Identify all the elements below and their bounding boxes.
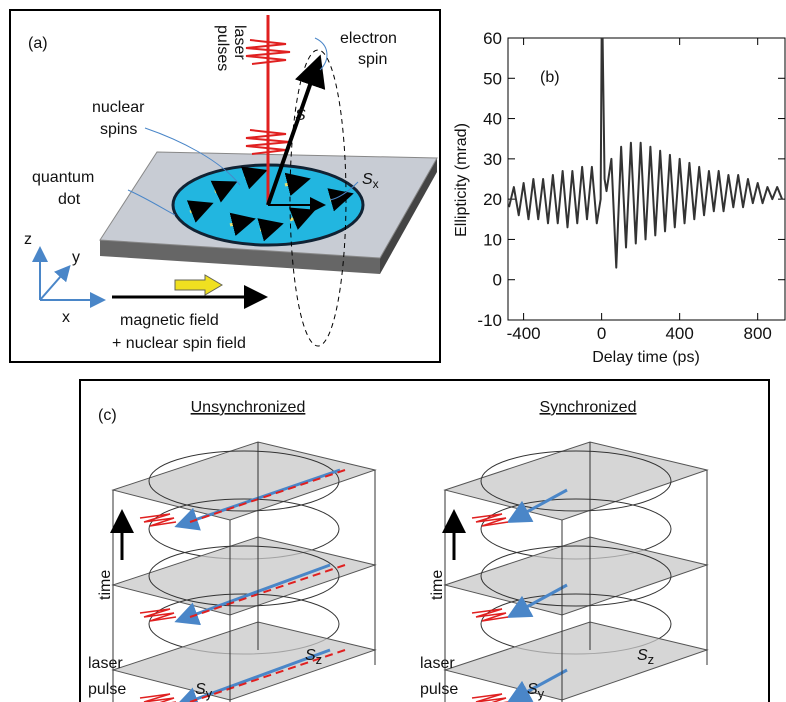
annotation: spins bbox=[100, 121, 137, 138]
leader bbox=[127, 189, 176, 216]
annotation: dot bbox=[58, 191, 81, 208]
laser-pulse bbox=[471, 693, 508, 702]
annotation: nuclear bbox=[92, 99, 145, 116]
axis-name: z bbox=[24, 231, 32, 248]
x-axis-label: Delay time (ps) bbox=[592, 349, 700, 366]
y-axis-label: Ellipticity (mrad) bbox=[453, 123, 470, 237]
precession-orbit bbox=[480, 545, 672, 607]
leader bbox=[144, 127, 241, 186]
axis-name: time bbox=[97, 570, 114, 600]
spin-arrow bbox=[174, 563, 331, 626]
panel-a: (a) laser pulses electron spin nuclear s… bbox=[9, 9, 441, 363]
nuclear-spins bbox=[186, 166, 354, 242]
y-tick-label: 40 bbox=[483, 110, 502, 129]
panel-c: (c) Unsynchronized Synchronized time lase… bbox=[79, 379, 770, 702]
x-tick-label: 800 bbox=[744, 324, 772, 343]
axis-name: time bbox=[429, 570, 446, 600]
leader bbox=[329, 181, 359, 201]
annotation: laser bbox=[231, 25, 248, 60]
axis-name: Sz bbox=[637, 647, 654, 667]
vector-label: S bbox=[295, 107, 306, 124]
laser-pulse bbox=[139, 513, 177, 527]
axis-name: y bbox=[72, 249, 80, 266]
slab-side bbox=[380, 158, 437, 274]
y-tick-label: 0 bbox=[493, 271, 502, 290]
axis-name: Sy bbox=[527, 681, 545, 701]
axis-name: S bbox=[195, 681, 206, 698]
annotation: pulse bbox=[420, 681, 458, 698]
annotation: laser bbox=[420, 655, 455, 672]
x-tick-label: 400 bbox=[665, 324, 693, 343]
y-tick-label: 30 bbox=[483, 150, 502, 169]
y-tick-label: 60 bbox=[483, 29, 502, 48]
annotation: pulse bbox=[88, 681, 126, 698]
x-tick-label: 0 bbox=[597, 324, 606, 343]
axis-name: S bbox=[527, 681, 538, 698]
axis-name: Sz bbox=[305, 647, 322, 667]
y-tick-label: 10 bbox=[483, 230, 502, 249]
annotation: pulses bbox=[214, 25, 231, 71]
annotation: laser bbox=[88, 655, 123, 672]
coordinate-axes bbox=[32, 246, 106, 308]
panel-label: (c) bbox=[98, 407, 117, 424]
column-title: Unsynchronized bbox=[191, 399, 306, 416]
y-tick-label: 50 bbox=[483, 69, 502, 88]
axis-name: y bbox=[206, 686, 213, 701]
axis-name: S bbox=[305, 647, 316, 664]
precession-orbit bbox=[148, 545, 340, 607]
spin-arrow bbox=[174, 648, 331, 702]
laser-pulse bbox=[471, 608, 509, 622]
annotation: spin bbox=[358, 51, 387, 68]
slab-side bbox=[100, 240, 380, 274]
phase-line bbox=[189, 649, 346, 702]
phase-line bbox=[189, 564, 346, 618]
leader bbox=[314, 37, 328, 71]
y-tick-label: 20 bbox=[483, 190, 502, 209]
spin-vector bbox=[266, 54, 326, 206]
spin-arrow bbox=[506, 488, 568, 523]
precession-path bbox=[289, 49, 347, 347]
axis-name: z bbox=[648, 652, 655, 667]
annotation: quantum bbox=[32, 169, 94, 186]
annotation: magnetic field bbox=[120, 312, 219, 329]
data-line bbox=[508, 38, 784, 269]
laser-pulse bbox=[471, 513, 509, 527]
axis-name: x bbox=[62, 309, 70, 326]
annotation: + nuclear spin field bbox=[112, 335, 246, 352]
phase-line bbox=[189, 469, 346, 523]
laser-pulse bbox=[139, 693, 176, 702]
y-tick-label: -10 bbox=[477, 311, 502, 330]
precession-orbit bbox=[148, 450, 340, 512]
vector-label: Sx bbox=[362, 171, 379, 191]
panel-b: (b) Ellipticity (mrad) Delay time (ps) -… bbox=[453, 29, 786, 366]
axis-name: y bbox=[538, 686, 545, 701]
field-arrow bbox=[174, 274, 223, 296]
x-tick-label: -400 bbox=[507, 324, 541, 343]
laser-pulse bbox=[139, 608, 177, 622]
axis-name: z bbox=[316, 652, 323, 667]
spin-arrow bbox=[506, 668, 568, 702]
column-title: Synchronized bbox=[540, 399, 637, 416]
annotation: electron bbox=[340, 30, 397, 47]
panel-label: (a) bbox=[28, 35, 48, 52]
precession-orbit bbox=[480, 450, 672, 512]
axis-name: Sy bbox=[195, 681, 213, 701]
axis-name: S bbox=[637, 647, 648, 664]
panel-label: (b) bbox=[540, 69, 560, 86]
spin-arrow bbox=[506, 583, 568, 618]
